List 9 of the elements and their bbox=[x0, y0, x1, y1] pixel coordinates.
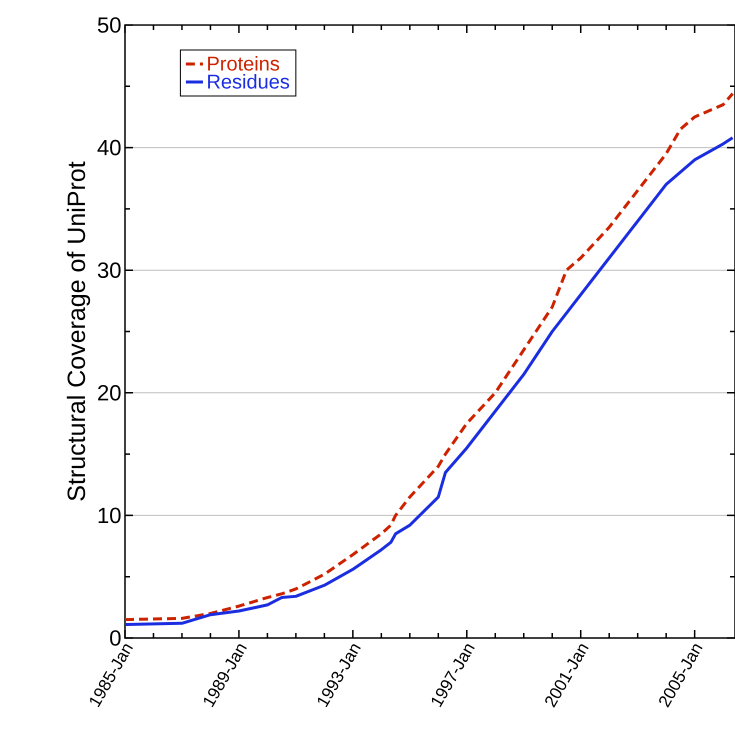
y-tick-label: 0 bbox=[110, 630, 121, 646]
y-axis-title: Structural Coverage of UniProt bbox=[66, 162, 90, 501]
y-tick-label: 50 bbox=[98, 17, 121, 33]
y-tick-label: 10 bbox=[98, 508, 121, 524]
y-tick-label: 40 bbox=[97, 140, 121, 156]
legend-label: Residues bbox=[208, 74, 290, 89]
y-tick-label: 20 bbox=[98, 385, 121, 401]
y-tick-label: 30 bbox=[98, 262, 121, 278]
legend-label: Proteins bbox=[208, 56, 280, 71]
